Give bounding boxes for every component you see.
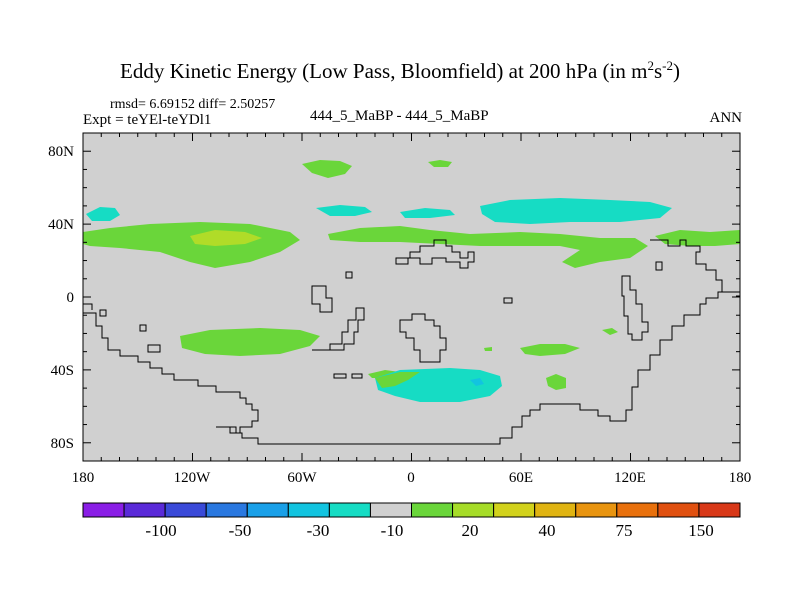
lat-label-80s: 80S [51, 436, 74, 452]
colorbar-label-neg50: -50 [229, 521, 252, 540]
region-green-s-2 [484, 347, 492, 351]
colorbar-boxes [82, 502, 741, 518]
colorbar-box [328, 502, 371, 518]
colorbar-box [698, 502, 741, 518]
coast-japan [655, 261, 663, 271]
colorbar-label-neg100: -100 [145, 521, 176, 540]
lon-label-60e: 60E [509, 470, 533, 486]
coast-madagascar [312, 307, 365, 351]
region-green-s-3 [520, 344, 580, 356]
coastlines [83, 239, 740, 445]
lat-label-40s: 40S [51, 363, 74, 379]
colorbar-box [493, 502, 536, 518]
coast-antarctica [216, 291, 740, 445]
experiment-label: Expt = teYEl-teYDl1 [83, 112, 212, 128]
colorbar-box [657, 502, 700, 518]
colorbar-box [246, 502, 289, 518]
axis-ticks [82, 132, 741, 462]
colorbar-box [369, 502, 413, 518]
colorbar-label-neg30: -30 [307, 521, 330, 540]
coast-island-2 [351, 373, 363, 379]
colorbar-box [452, 502, 495, 518]
coast-island-1 [333, 373, 347, 379]
lon-labels: 180 120W 60W 0 60E 120E 180 [72, 470, 752, 486]
lon-label-180w: 180 [72, 470, 95, 486]
colorbar-label-neg10: -10 [381, 521, 404, 540]
coast-sa-2 [139, 324, 147, 332]
coast-africa [399, 313, 447, 363]
colorbar-label-75: 75 [616, 521, 633, 540]
lat-labels: 80N 40N 0 40S 80S [48, 144, 74, 452]
coast-west-africa [345, 271, 353, 279]
region-green-60n-b [428, 160, 452, 167]
colorbar-box [164, 502, 207, 518]
coast-eurasia [395, 239, 475, 269]
region-cyan-nwest [86, 207, 120, 221]
lat-label-80n: 80N [48, 144, 74, 160]
lon-label-120w: 120W [174, 470, 212, 486]
region-green-60n-a [302, 160, 352, 178]
colorbar-label-40: 40 [539, 521, 556, 540]
region-yellow-core [190, 230, 262, 246]
coast-australia [621, 275, 649, 341]
region-cyan-50n-b [400, 208, 455, 218]
season-label: ANN [709, 110, 743, 126]
coast-sa-3 [147, 344, 161, 353]
region-cyan-50n-a [316, 205, 372, 216]
colorbar-box [82, 502, 125, 518]
lon-label-180e: 180 [729, 470, 752, 486]
plot-title: Eddy Kinetic Energy (Low Pass, Bloomfiel… [120, 58, 680, 83]
region-green-sw [180, 328, 320, 356]
coast-sa-inland [83, 303, 93, 310]
region-green-s-4 [546, 374, 566, 390]
region-green-35n-center [328, 226, 648, 268]
case-label: 444_5_MaBP - 444_5_MaBP [310, 108, 489, 124]
coast-east-asia [650, 239, 723, 292]
colorbar-label-20: 20 [462, 521, 479, 540]
lon-label-60w: 60W [287, 470, 317, 486]
colorbar-box [205, 502, 248, 518]
colorbar-box [287, 502, 330, 518]
region-green-s-1 [602, 328, 618, 335]
colorbar-label-150: 150 [688, 521, 714, 540]
colorbar-box [575, 502, 618, 518]
coast-south-america [83, 312, 259, 434]
colorbar-labels: -100 -50 -30 -10 20 40 75 150 [145, 521, 713, 540]
colorbar-box [123, 502, 166, 518]
colorbar-box [411, 502, 454, 518]
coast-mideast [311, 285, 333, 313]
stats-label: rmsd= 6.69152 diff= 2.50257 [110, 97, 276, 112]
region-cyan-east [480, 198, 672, 224]
lon-label-120e: 120E [614, 470, 646, 486]
colorbar-box [616, 502, 659, 518]
lon-label-0: 0 [407, 470, 415, 486]
region-green-so-rim [375, 372, 420, 388]
map-background [83, 133, 740, 461]
coast-sa-lake [99, 309, 107, 317]
coast-island-3 [503, 297, 513, 304]
region-blue-so [470, 378, 484, 386]
anomaly-regions [83, 160, 740, 402]
lat-label-0: 0 [67, 290, 75, 306]
colorbar-box [534, 502, 577, 518]
lat-label-40n: 40N [48, 217, 74, 233]
region-green-35n-east [655, 230, 740, 246]
